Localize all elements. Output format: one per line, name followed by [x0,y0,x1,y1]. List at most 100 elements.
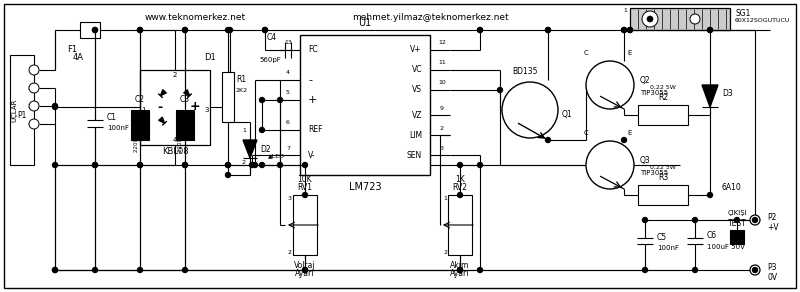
Circle shape [259,128,265,133]
Circle shape [182,267,187,272]
Circle shape [642,11,658,27]
Circle shape [647,16,653,22]
Text: 1: 1 [28,67,32,72]
Circle shape [53,105,58,110]
Text: +V: +V [767,223,778,232]
Bar [222,72,234,122]
Circle shape [546,138,550,142]
Text: +: + [190,100,200,114]
Text: 10: 10 [438,81,446,86]
Circle shape [302,163,307,168]
Text: U1: U1 [358,18,372,28]
Circle shape [458,267,462,272]
Text: 2: 2 [28,86,32,91]
Circle shape [622,138,626,142]
Circle shape [138,27,142,32]
Circle shape [93,27,98,32]
Circle shape [642,267,647,272]
Text: 9: 9 [440,105,444,110]
Circle shape [627,27,633,32]
Text: -: - [158,100,162,114]
Text: 3: 3 [288,196,292,201]
Text: 4A: 4A [73,53,83,62]
Text: 5: 5 [286,91,290,95]
Circle shape [262,27,267,32]
Text: VC: VC [411,65,422,74]
Circle shape [182,27,187,32]
Bar [730,230,744,244]
Circle shape [546,27,550,32]
Text: www.teknomerkez.net: www.teknomerkez.net [145,13,246,22]
Circle shape [262,27,267,32]
Polygon shape [702,85,718,107]
Text: D1: D1 [204,53,216,62]
Bar [80,22,100,38]
Text: 1: 1 [623,8,627,13]
Circle shape [753,267,758,272]
Text: 60X12SOGUTUCU: 60X12SOGUTUCU [735,18,790,23]
Polygon shape [161,90,166,96]
Circle shape [750,265,760,275]
Circle shape [750,215,760,225]
Text: V-: V- [308,150,315,159]
Text: 1: 1 [242,128,246,133]
Circle shape [586,141,634,189]
Circle shape [707,27,713,32]
Text: C2: C2 [135,95,145,105]
Text: 0,22 5W: 0,22 5W [650,164,676,169]
Circle shape [627,27,633,32]
Circle shape [138,27,142,32]
Text: VS: VS [412,86,422,95]
Text: 4: 4 [28,121,32,126]
Circle shape [302,267,307,272]
Circle shape [546,27,550,32]
Text: P2: P2 [767,213,776,223]
Text: R3: R3 [658,173,668,182]
Text: 3: 3 [440,145,444,150]
Text: Ayarı: Ayarı [450,269,470,277]
Circle shape [707,192,713,197]
Text: C3: C3 [180,95,190,105]
Circle shape [278,163,282,168]
Circle shape [586,61,634,109]
Text: 1K: 1K [455,175,465,183]
Circle shape [250,163,254,168]
Text: C6: C6 [707,230,717,239]
Text: C4: C4 [267,34,277,43]
Circle shape [259,163,265,168]
Circle shape [93,267,98,272]
Circle shape [622,27,626,32]
Bar [176,110,194,140]
Circle shape [253,163,258,168]
Text: 2: 2 [288,249,292,255]
Text: E: E [628,130,632,136]
Text: FC: FC [308,46,318,55]
Text: ÇIKIŞI: ÇIKIŞI [727,210,747,216]
Circle shape [53,163,58,168]
Text: Voltaj: Voltaj [294,260,316,270]
Circle shape [138,267,142,272]
Bar [630,8,730,30]
Circle shape [302,267,307,272]
Bar [638,185,688,205]
Text: ▲LED: ▲LED [268,154,285,159]
Circle shape [29,65,39,75]
Circle shape [182,163,187,168]
Text: SG1: SG1 [735,8,750,18]
Text: V+: V+ [410,46,422,55]
Text: RV2: RV2 [453,182,467,192]
Circle shape [693,218,698,223]
Bar [131,110,149,140]
Text: 0V: 0V [767,274,777,282]
Circle shape [302,192,307,197]
Circle shape [693,267,698,272]
Text: TIP3055: TIP3055 [640,90,668,96]
Circle shape [182,163,187,168]
Bar [293,195,317,255]
Text: 2: 2 [443,249,447,255]
Text: E: E [628,50,632,56]
Bar [448,195,472,255]
Circle shape [226,163,230,168]
Text: C: C [584,130,588,136]
Text: UÇLAR: UÇLAR [11,98,17,122]
